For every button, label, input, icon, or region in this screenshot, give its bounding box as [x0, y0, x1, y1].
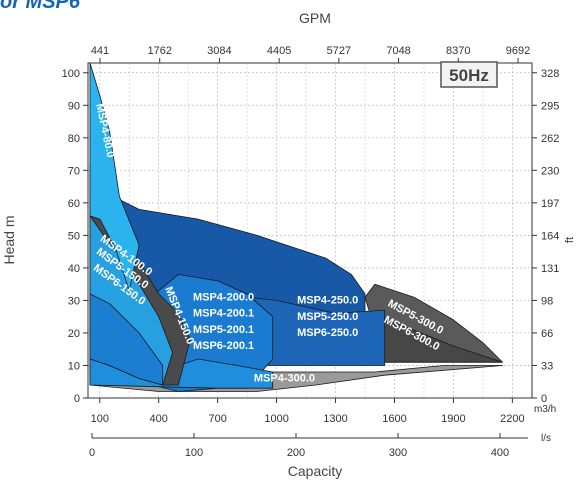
curve-area-msp4-80-0 [89, 62, 140, 292]
left-tick-label: 80 [68, 133, 80, 145]
bottom-tick-label: 700 [208, 413, 226, 425]
ls-tick-label: 0 [89, 447, 95, 459]
curve-label-msp4-300-0: MSP4-300.0 [254, 373, 315, 385]
ls-tick-label: 200 [287, 447, 305, 459]
left-tick-label: 0 [74, 393, 80, 405]
right-tick-label: 328 [541, 68, 559, 80]
right-tick-label: 66 [541, 328, 553, 340]
left-tick-label: 70 [68, 165, 80, 177]
top-axis-label: GPM [299, 10, 331, 26]
left-axis-label: Head m [1, 215, 17, 264]
top-tick-label: 3084 [207, 45, 231, 57]
curve-label-msp4-200-1: MSP4-200.1 [193, 308, 254, 320]
right-tick-label: 164 [541, 230, 559, 242]
left-tick-label: 50 [68, 230, 80, 242]
curve-areas [89, 62, 503, 392]
bottom-tick-label: 100 [91, 413, 109, 425]
right-tick-label: 230 [541, 165, 559, 177]
bottom-tick-label: 400 [150, 413, 168, 425]
curve-label-msp6-200-1: MSP6-200.1 [193, 340, 254, 352]
right-tick-label: 33 [541, 360, 553, 372]
right-tick-label: 197 [541, 198, 559, 210]
curve-area-msp6-150-0 [89, 293, 164, 386]
bottom-tick-label: 1900 [441, 413, 465, 425]
right-tick-label: 0 [541, 393, 547, 405]
bottom-tick-label: 2200 [500, 413, 524, 425]
top-tick-label: 9692 [506, 45, 530, 57]
curve-label-msp5-250-0: MSP5-250.0 [297, 311, 358, 323]
left-tick-label: 100 [62, 68, 80, 80]
ls-tick-label: 300 [389, 447, 407, 459]
axes: 0102030405060708090100033669813116419723… [1, 10, 576, 479]
right-tick-label: 98 [541, 295, 553, 307]
left-tick-label: 90 [68, 100, 80, 112]
right-tick-label: 295 [541, 100, 559, 112]
left-tick-label: 20 [68, 328, 80, 340]
plot-frame [87, 62, 533, 399]
top-tick-label: 4405 [267, 45, 291, 57]
page-heading: or MSP6 [0, 0, 81, 13]
curve-label-msp4-250-0: MSP4-250.0 [297, 295, 358, 307]
curve-label-msp4-200-0: MSP4-200.0 [193, 291, 254, 303]
frequency-badge: 50Hz [440, 61, 498, 88]
right-axis-label: ft [564, 237, 576, 243]
top-tick-label: 441 [91, 45, 109, 57]
frequency-badge-box [440, 61, 498, 88]
bottom-tick-label: 1000 [264, 413, 288, 425]
left-tick-label: 40 [68, 263, 80, 275]
m3h-unit-label: m3/h [534, 404, 556, 415]
top-tick-label: 8370 [446, 45, 470, 57]
ls-tick-label: 100 [185, 447, 203, 459]
top-tick-label: 5727 [327, 45, 351, 57]
top-tick-label: 1762 [147, 45, 171, 57]
curve-label-msp5-200-1: MSP5-200.1 [193, 324, 254, 336]
ls-unit-label: l/s [541, 433, 551, 444]
right-tick-label: 131 [541, 263, 559, 275]
curve-label-msp6-250-0: MSP6-250.0 [297, 327, 358, 339]
left-tick-label: 10 [68, 360, 80, 372]
left-tick-label: 30 [68, 295, 80, 307]
bottom-tick-label: 1600 [382, 413, 406, 425]
bottom-tick-label: 1300 [323, 413, 347, 425]
left-tick-label: 60 [68, 198, 80, 210]
top-tick-label: 7048 [386, 45, 410, 57]
frequency-badge-text: 50Hz [449, 66, 489, 85]
ls-tick-label: 400 [491, 447, 509, 459]
bottom-axis-label: Capacity [288, 463, 342, 479]
right-tick-label: 262 [541, 133, 559, 145]
